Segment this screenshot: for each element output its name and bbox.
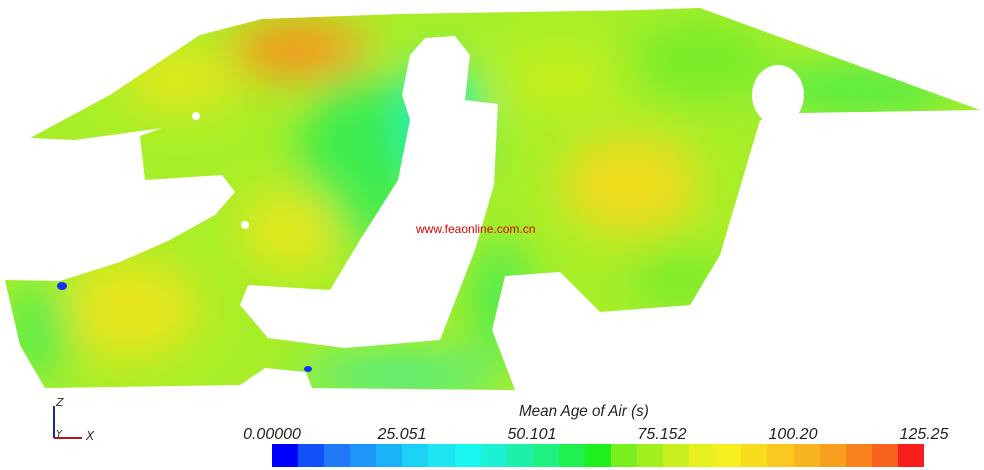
colorbar-band: [611, 444, 638, 467]
colorbar-band: [767, 444, 794, 467]
colorbar-band: [584, 444, 612, 467]
colorbar-band: [845, 444, 872, 467]
colorbar-band: [298, 444, 325, 467]
axes-triad: Z Y X: [53, 396, 95, 443]
colorbar-band: [871, 444, 898, 467]
colorbar-band: [428, 444, 455, 467]
colorbar-title: Mean Age of Air (s): [519, 403, 649, 420]
colorbar-band: [558, 444, 585, 467]
colorbar-band: [819, 444, 846, 467]
contour-plot-cabin: [5, 8, 980, 390]
colorbar-band: [454, 444, 481, 467]
seat-cutout: [240, 36, 498, 348]
colorbar-band: [689, 444, 716, 467]
colorbar-tick: 75.152: [637, 426, 687, 443]
hole: [192, 112, 200, 120]
colorbar-band: [663, 444, 690, 467]
colorbar-band: [793, 444, 820, 467]
watermark: www.feaonline.com.cn: [416, 222, 536, 236]
axis-x-label: X: [85, 429, 95, 443]
rear-headrest-cutout: [752, 65, 804, 125]
colorbar-band: [741, 444, 768, 467]
colorbar-tick: 50.101: [507, 426, 557, 443]
colorbar-tick: 100.20: [768, 426, 818, 443]
hole: [241, 221, 249, 229]
colorbar-band: [480, 444, 507, 467]
colorbar-tick: 0.00000: [243, 426, 301, 443]
colorbar-band: [402, 444, 429, 467]
colorbar-band: [272, 444, 299, 467]
colorbar-band: [376, 444, 403, 467]
colorbar-tick: 125.25: [899, 426, 949, 443]
colorbar-band: [506, 444, 533, 467]
colorbar-band: [897, 444, 924, 467]
colorbar-band: [532, 444, 559, 467]
colorbar-band: [324, 444, 351, 467]
colorbar-band: [637, 444, 664, 467]
mean-age-field: [5, 8, 980, 390]
colorbar-band: [350, 444, 377, 467]
colorbar-tick: 25.051: [377, 426, 427, 443]
axis-z-label: Z: [55, 396, 64, 409]
colorbar-band: [715, 444, 742, 467]
axis-y-label: Y: [56, 429, 63, 440]
colorbar: [272, 444, 924, 467]
